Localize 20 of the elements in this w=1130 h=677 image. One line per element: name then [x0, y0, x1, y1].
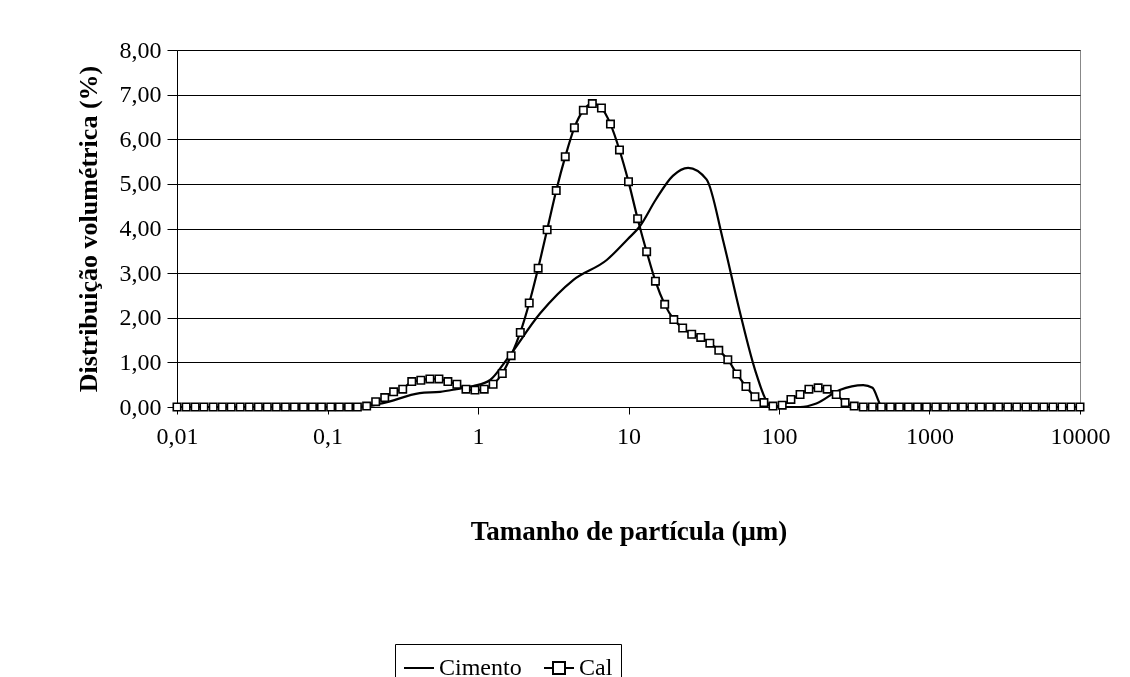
y-tick-label: 0,00 [119, 393, 162, 420]
legend-label: Cal [579, 654, 613, 677]
y-tick-label: 7,00 [119, 81, 162, 108]
y-tick-label: 4,00 [119, 215, 162, 241]
y-tick-label: 6,00 [119, 125, 162, 152]
x-tick-label: 0,1 [313, 422, 343, 449]
x-tick-label: 0,01 [156, 422, 199, 449]
y-tick-label: 1,00 [119, 348, 162, 375]
y-axis-title: Distribuição volumétrica (%) [73, 65, 103, 393]
y-tick-label: 5,00 [119, 170, 162, 197]
x-tick-label: 10000 [1050, 422, 1111, 449]
x-tick-label: 10 [617, 422, 641, 449]
y-tick-label: 3,00 [119, 259, 162, 286]
legend-label: Cimento [439, 654, 522, 677]
x-axis-title: Tamanho de partícula (μm) [470, 515, 788, 546]
y-tick-label: 2,00 [119, 304, 162, 331]
x-tick-label: 1000 [906, 422, 954, 449]
x-tick-label: 100 [761, 422, 798, 449]
x-tick-label: 1 [472, 422, 485, 449]
y-tick-label: 8,00 [119, 36, 162, 63]
